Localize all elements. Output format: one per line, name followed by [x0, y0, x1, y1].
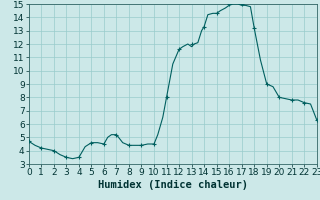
X-axis label: Humidex (Indice chaleur): Humidex (Indice chaleur) [98, 180, 248, 190]
